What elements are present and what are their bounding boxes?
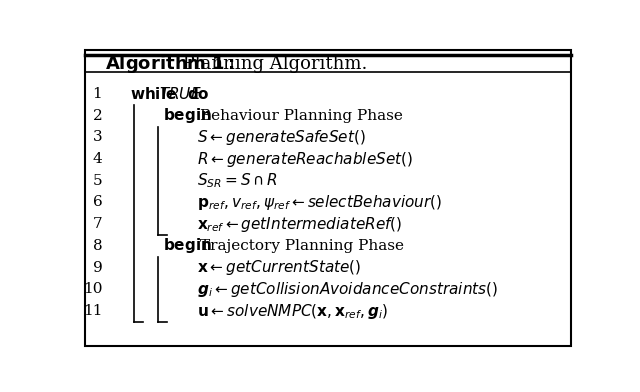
Text: $\boldsymbol{g}_i \leftarrow \mathit{getCollisionAvoidanceConstraints}()$: $\boldsymbol{g}_i \leftarrow \mathit{get…	[197, 280, 498, 299]
Text: 9: 9	[93, 261, 102, 275]
Text: $\mathit{TRUE}$: $\mathit{TRUE}$	[159, 86, 202, 102]
Text: 4: 4	[93, 152, 102, 166]
Text: 6: 6	[93, 196, 102, 209]
Text: 1: 1	[93, 87, 102, 101]
Text: 2: 2	[93, 109, 102, 123]
Text: $\mathbf{begin}$: $\mathbf{begin}$	[163, 106, 212, 125]
Text: 10: 10	[83, 282, 102, 296]
Text: 3: 3	[93, 130, 102, 144]
Text: $\mathbf{u} \leftarrow \mathit{solveNMPC}(\mathbf{x}, \mathbf{x}_{ref}, \boldsym: $\mathbf{u} \leftarrow \mathit{solveNMPC…	[197, 302, 388, 321]
Text: $\mathbf{p}_{ref}, v_{ref}, \psi_{ref} \leftarrow \mathit{selectBehaviour}()$: $\mathbf{p}_{ref}, v_{ref}, \psi_{ref} \…	[197, 193, 442, 212]
Text: $\mathbf{while}$: $\mathbf{while}$	[129, 86, 177, 102]
Text: Planning Algorithm.: Planning Algorithm.	[177, 54, 367, 73]
Text: 5: 5	[93, 174, 102, 188]
Text: 11: 11	[83, 304, 102, 318]
Text: 8: 8	[93, 239, 102, 253]
Text: $\mathbf{x} \leftarrow \mathit{getCurrentState}()$: $\mathbf{x} \leftarrow \mathit{getCurren…	[197, 258, 362, 277]
Text: 7: 7	[93, 217, 102, 231]
Text: $R \leftarrow \mathit{generateReachableSet}()$: $R \leftarrow \mathit{generateReachableS…	[197, 149, 413, 169]
Text: Behaviour Planning Phase: Behaviour Planning Phase	[200, 109, 403, 123]
Text: $S_{SR} = S \cap R$: $S_{SR} = S \cap R$	[197, 171, 278, 190]
Text: $\mathbf{x}_{ref} \leftarrow \mathit{getIntermediateRef}()$: $\mathbf{x}_{ref} \leftarrow \mathit{get…	[197, 215, 403, 234]
Text: $\mathbf{Algorithm\ 1:}$: $\mathbf{Algorithm\ 1:}$	[105, 53, 234, 74]
Text: Trajectory Planning Phase: Trajectory Planning Phase	[200, 239, 404, 253]
Text: $\mathbf{begin}$: $\mathbf{begin}$	[163, 236, 212, 256]
Text: $S \leftarrow \mathit{generateSafeSet}()$: $S \leftarrow \mathit{generateSafeSet}()…	[197, 128, 366, 147]
Text: $\mathbf{do}$: $\mathbf{do}$	[187, 86, 209, 102]
